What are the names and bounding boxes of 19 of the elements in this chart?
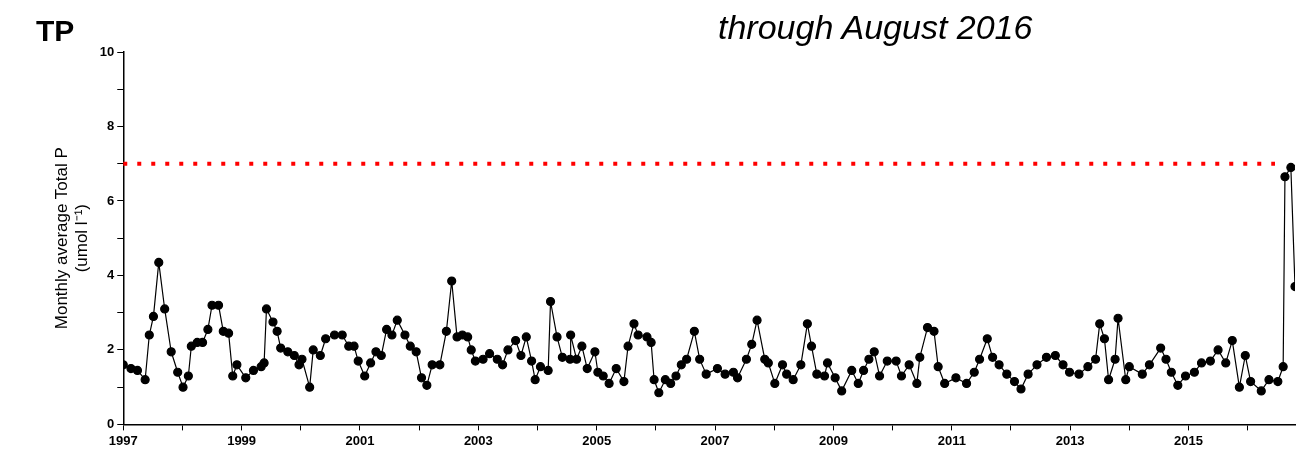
y-axis-title: Monthly average Total P (umol l⁻¹) xyxy=(51,147,92,330)
x-tick-label: 2011 xyxy=(937,432,966,448)
y-tick-label: 6 xyxy=(107,192,115,208)
chart-title: through August 2016 xyxy=(718,8,1033,47)
x-tick-label: 2001 xyxy=(345,432,375,448)
x-tick-label: 2015 xyxy=(1174,432,1203,448)
x-tick-label: 1997 xyxy=(108,432,138,448)
x-tick-label: 2003 xyxy=(463,432,493,448)
y-tick-label: 8 xyxy=(107,118,115,134)
x-tick-label: 2007 xyxy=(700,432,730,448)
x-tick-label: 2013 xyxy=(1055,432,1085,448)
y-tick-label: 10 xyxy=(99,43,115,59)
x-tick-label: 2009 xyxy=(818,432,848,448)
text: TP xyxy=(36,14,75,48)
x-tick-label: 1999 xyxy=(227,432,257,448)
y-tick-label: 2 xyxy=(107,341,115,357)
y-tick-label: 4 xyxy=(107,267,116,283)
y-tick-label: 0 xyxy=(107,415,115,431)
x-tick-label: 2005 xyxy=(582,432,612,448)
